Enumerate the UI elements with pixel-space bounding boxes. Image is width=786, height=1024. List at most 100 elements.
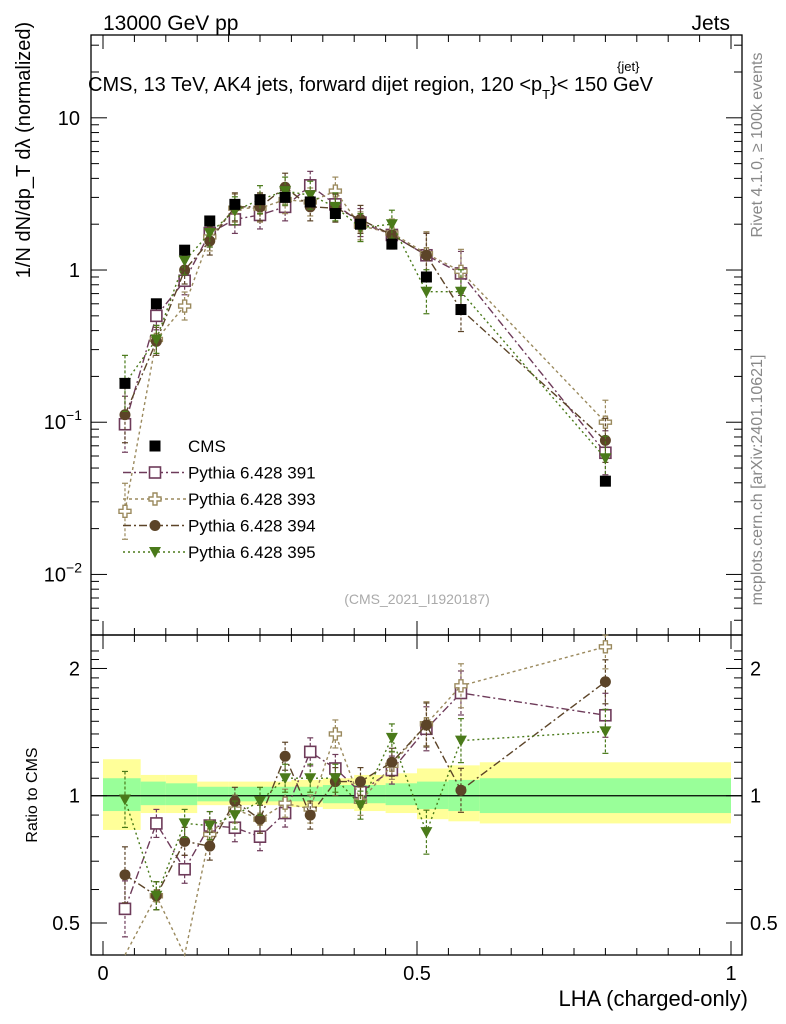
marker-394 [119,869,131,881]
marker-394 [304,809,316,821]
marker-393 [598,415,613,429]
ratio-y-tick-label-right: 1 [750,786,761,808]
marker-395 [150,334,163,346]
marker-cms [150,298,162,310]
marker-394 [254,813,266,825]
marker-391 [118,902,132,916]
marker-cms [119,377,131,389]
rivet-label: Rivet 4.1.0, ≥ 100k events [749,53,766,238]
ratio-y-label: Ratio to CMS [24,747,41,842]
marker-391 [150,309,163,323]
header-right: Jets [691,12,730,35]
y-tick-label-exponent: −2 [66,559,82,575]
main-series-line [124,186,606,441]
marker-cms [386,238,398,250]
marker-395 [279,773,292,785]
marker-cms [254,194,266,206]
marker-395 [420,827,433,839]
main-series-line [124,190,606,459]
band-inner [197,786,229,802]
x-tick-label: 0.5 [403,963,431,985]
analysis-watermark: (CMS_2021_I1920187) [344,591,490,607]
marker-394 [386,756,398,768]
x-tick-label: 0 [97,963,108,985]
marker-394 [149,520,161,531]
marker-395 [178,255,191,267]
ratio-y-tick-label: 0.5 [52,913,80,935]
marker-cms [304,196,316,208]
marker-394 [354,776,366,788]
marker-395 [178,818,191,830]
y-tick-label: 1 [69,260,80,282]
marker-393 [598,640,613,654]
header-left: 13000 GeV pp [103,12,238,35]
marker-cms [455,304,467,316]
marker-395 [420,286,433,298]
marker-395 [354,800,367,812]
plot-title: CMS, 13 TeV, AK4 jets, forward dijet reg… [88,74,654,102]
y-tick-label-base: 10 [44,564,66,586]
marker-395 [150,890,163,902]
marker-391 [303,745,317,759]
marker-393 [328,727,343,741]
marker-cms [204,215,216,227]
marker-cms [420,271,432,283]
marker-395 [329,201,342,213]
plot-title-end: }< 150 GeV [550,74,654,96]
marker-391 [150,817,163,830]
band-inner [385,783,417,806]
legend-label: Pythia 6.428 394 [188,517,316,536]
x-tick-label: 1 [725,963,736,985]
marker-cms [229,198,241,210]
marker-394 [420,719,432,731]
legend-label: Pythia 6.428 395 [188,543,316,562]
marker-395 [385,732,398,744]
mcplots-label: mcplots.cern.ch [arXiv:2401.10621] [749,355,766,606]
marker-393 [328,184,343,198]
ratio-y-tick-label-right: 2 [750,658,761,680]
marker-395 [149,547,161,558]
marker-394 [279,750,291,762]
legend-label: CMS [188,437,226,456]
band-inner [140,781,166,806]
marker-395 [304,773,317,785]
y-tick-label: 10 [58,108,80,130]
marker-394 [204,840,216,852]
marker-395 [118,794,131,806]
marker-394 [599,676,611,688]
marker-cms [179,244,191,256]
marker-391 [178,862,191,876]
y-axis-label: 1/N dN/dp_T dλ (normalized) [13,22,35,278]
marker-394 [599,434,611,446]
plot-title-sub: T [542,87,550,102]
marker-393 [177,299,192,313]
marker-cms [149,440,161,452]
marker-395 [385,219,398,231]
marker-cms [354,218,366,230]
marker-395 [228,810,241,822]
legend-label: Pythia 6.428 391 [188,464,316,483]
ratio-y-tick-label-right: 0.5 [750,913,778,935]
marker-cms [329,208,341,220]
marker-393 [454,679,468,693]
data-series [118,170,613,958]
main-series-line [124,190,606,512]
marker-395 [454,735,467,747]
y-tick-label-base: 10 [44,412,66,434]
marker-391 [148,466,162,479]
marker-394 [455,784,467,796]
y-tick-label: 10−1 [44,407,82,434]
ratio-series-line [124,730,606,898]
ratio-y-tick-label: 1 [69,786,80,808]
marker-395 [304,190,317,202]
marker-394 [179,835,191,847]
marker-394 [420,249,432,261]
x-axis-label: LHA (charged-only) [558,986,748,1011]
ratio-y-tick-label: 2 [69,658,80,680]
marker-395 [203,228,216,240]
y-tick-label-exponent: −1 [66,407,82,423]
plot-title-main: CMS, 13 TeV, AK4 jets, forward dijet reg… [88,74,542,96]
marker-395 [599,453,612,465]
marker-cms [599,475,611,487]
